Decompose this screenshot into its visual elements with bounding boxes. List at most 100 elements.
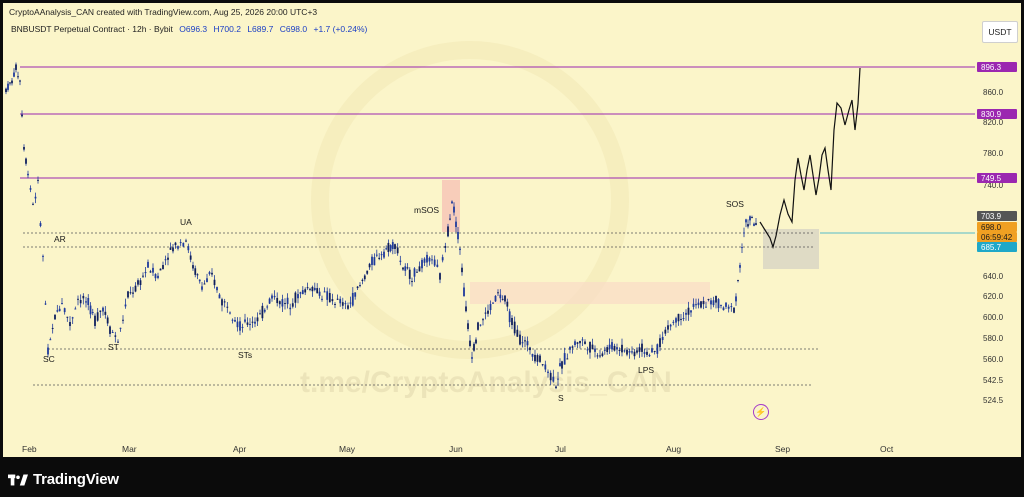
candle-body bbox=[661, 336, 664, 341]
symbol-name[interactable]: BNBUSDT Perpetual Contract · 12h · Bybit bbox=[11, 24, 173, 34]
candle-body bbox=[596, 355, 599, 357]
candle-body bbox=[289, 307, 292, 310]
price-tick-label: 542.5 bbox=[983, 376, 1004, 385]
candle-body bbox=[114, 335, 117, 337]
annotation-sc: SC bbox=[43, 354, 55, 364]
candle-body bbox=[557, 378, 559, 380]
candle-body bbox=[216, 287, 218, 291]
candle-body bbox=[13, 72, 15, 77]
candle-body bbox=[286, 297, 289, 305]
currency-button[interactable]: USDT bbox=[982, 21, 1018, 43]
tradingview-logo[interactable]: TradingView bbox=[8, 471, 119, 488]
demand-zone bbox=[470, 282, 710, 304]
candle-body bbox=[301, 290, 304, 295]
ohlc-close: C698.0 bbox=[279, 24, 308, 34]
candle-body bbox=[284, 303, 286, 305]
lightning-icon[interactable]: ⚡ bbox=[753, 404, 769, 420]
candle-body bbox=[465, 306, 467, 312]
candle-body bbox=[475, 339, 477, 344]
candle-body bbox=[254, 321, 256, 324]
candle-body bbox=[203, 283, 206, 285]
supply-zone bbox=[442, 180, 460, 232]
candle-body bbox=[453, 206, 455, 213]
price-tag-label: 698.0 bbox=[981, 223, 1002, 232]
candle-body bbox=[735, 296, 737, 302]
chart-area[interactable]: t.me/CryptoAnalysis_CAN AR UA mSOS SOS SC ST ST… bbox=[3, 3, 1021, 457]
candle-body bbox=[119, 327, 122, 329]
candle-body bbox=[459, 248, 461, 251]
annotation-st: ST bbox=[108, 342, 119, 352]
time-axis-label: Jul bbox=[555, 444, 566, 454]
candle-body bbox=[221, 299, 223, 306]
candle-body bbox=[89, 305, 92, 315]
time-axis-label: Oct bbox=[880, 444, 894, 454]
candle-body bbox=[536, 355, 539, 362]
candle-body bbox=[261, 305, 264, 319]
candle-body bbox=[408, 269, 411, 279]
watermark-text: t.me/CryptoAnalysis_CAN bbox=[300, 366, 672, 399]
candle-body bbox=[712, 300, 715, 306]
candle-body bbox=[739, 265, 741, 268]
price-tag bbox=[977, 211, 1017, 221]
annotation-sos: SOS bbox=[726, 199, 744, 209]
candle-body bbox=[428, 257, 431, 262]
candle-body bbox=[351, 292, 354, 306]
candle-body bbox=[421, 259, 423, 269]
candle-body bbox=[576, 342, 579, 344]
candle-body bbox=[669, 324, 672, 327]
candle-body bbox=[32, 203, 34, 205]
candle-body bbox=[144, 272, 147, 274]
candle-body bbox=[241, 326, 244, 328]
candle-body bbox=[423, 258, 426, 263]
candle-body bbox=[63, 308, 66, 313]
candle-body bbox=[547, 371, 549, 373]
candle-body bbox=[526, 341, 529, 346]
candle-body bbox=[473, 343, 475, 351]
candle-body bbox=[618, 349, 621, 351]
tradingview-logo-text: TradingView bbox=[33, 471, 119, 488]
candle-body bbox=[531, 354, 534, 357]
candle-body bbox=[623, 350, 626, 352]
candle-body bbox=[494, 295, 497, 302]
candle-body bbox=[733, 307, 735, 313]
candle-body bbox=[129, 292, 132, 294]
candle-body bbox=[539, 355, 541, 362]
candle-body bbox=[584, 341, 586, 344]
candle-body bbox=[616, 347, 618, 350]
candle-body bbox=[399, 260, 402, 262]
candle-body bbox=[268, 298, 271, 304]
candle-body bbox=[196, 274, 199, 276]
candle-body bbox=[631, 351, 633, 353]
candle-body bbox=[482, 319, 484, 321]
candle-body bbox=[383, 251, 385, 258]
candle-body bbox=[349, 302, 352, 304]
candle-body bbox=[433, 259, 436, 266]
price-tag-label: 896.3 bbox=[981, 63, 1002, 72]
watermark-ring bbox=[311, 41, 629, 359]
time-axis-label: Apr bbox=[233, 444, 246, 454]
candle-body bbox=[229, 312, 231, 314]
candle-body bbox=[23, 146, 25, 150]
candle-body bbox=[431, 259, 433, 261]
candle-body bbox=[341, 302, 344, 306]
chart-canvas[interactable]: t.me/CryptoAnalysis_CAN AR UA mSOS SOS SC ST ST… bbox=[3, 3, 1021, 457]
candle-body bbox=[710, 300, 712, 305]
candle-body bbox=[416, 271, 418, 273]
candle-body bbox=[751, 217, 753, 219]
ohlc-high: H700.2 bbox=[213, 24, 241, 34]
annotation-msos: mSOS bbox=[414, 205, 439, 215]
price-tag-label: 703.9 bbox=[981, 212, 1002, 221]
candle-body bbox=[406, 267, 409, 269]
candle-body bbox=[529, 347, 531, 351]
candle-body bbox=[371, 256, 373, 265]
candle-body bbox=[359, 285, 361, 287]
candle-body bbox=[628, 351, 631, 353]
candle-body bbox=[226, 306, 229, 308]
candle-body bbox=[664, 329, 667, 334]
candle-body bbox=[579, 340, 581, 344]
candle-body bbox=[25, 158, 27, 164]
price-tag-label: 830.9 bbox=[981, 110, 1002, 119]
candle-body bbox=[251, 321, 254, 323]
candle-body bbox=[9, 82, 11, 84]
candle-body bbox=[451, 201, 453, 204]
